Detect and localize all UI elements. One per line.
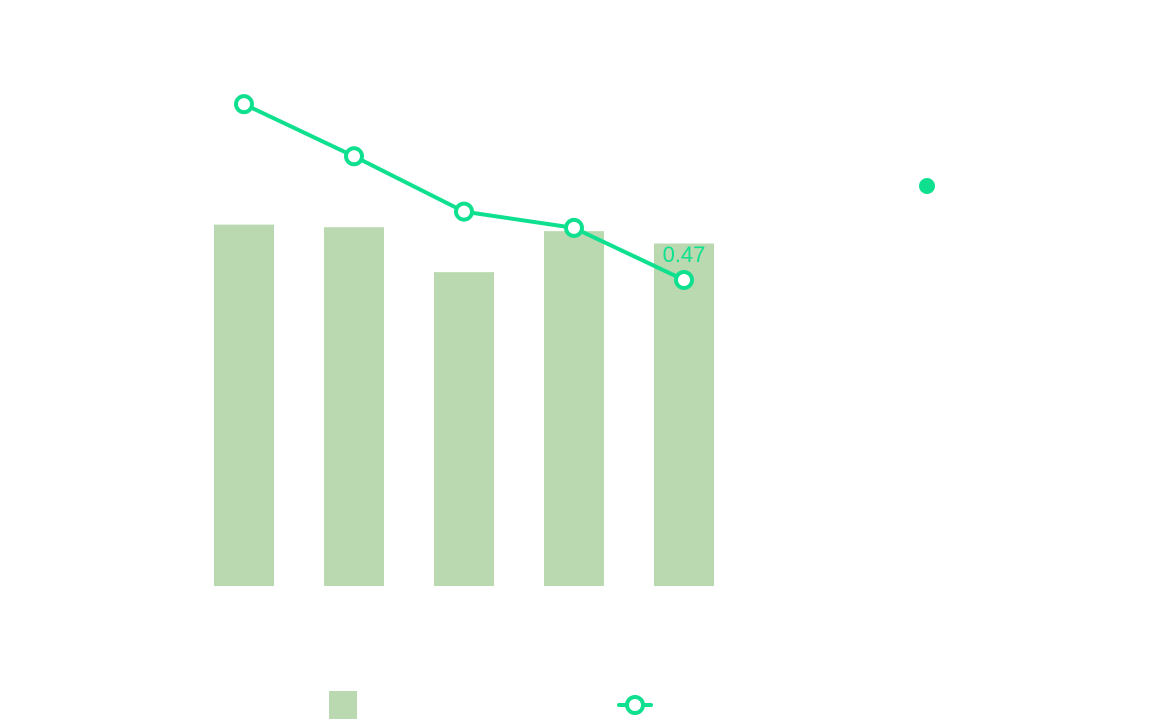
legend-line-marker (625, 695, 645, 715)
legend-line-swatch[interactable] (617, 695, 653, 715)
bar-3[interactable] (544, 231, 604, 586)
bar-1[interactable] (324, 227, 384, 586)
legend[interactable] (329, 691, 653, 719)
line-series (242, 102, 686, 282)
bar-0[interactable] (214, 224, 274, 586)
line-point-0[interactable] (234, 94, 254, 115)
bar-4[interactable] (654, 243, 714, 586)
line-point-4[interactable] (674, 269, 694, 290)
line-points (234, 94, 694, 290)
bar-2[interactable] (434, 272, 494, 586)
line-series-path (242, 102, 686, 282)
line-point-2[interactable] (454, 201, 474, 222)
legend-bar-swatch[interactable] (329, 691, 357, 719)
line-point-3[interactable] (564, 217, 584, 238)
data-label-0: 0.47 (663, 242, 706, 267)
line-point-1[interactable] (344, 146, 364, 167)
bar-series (214, 224, 714, 586)
extra-marker-dot (919, 178, 935, 194)
data-labels: 0.47 (663, 242, 706, 267)
